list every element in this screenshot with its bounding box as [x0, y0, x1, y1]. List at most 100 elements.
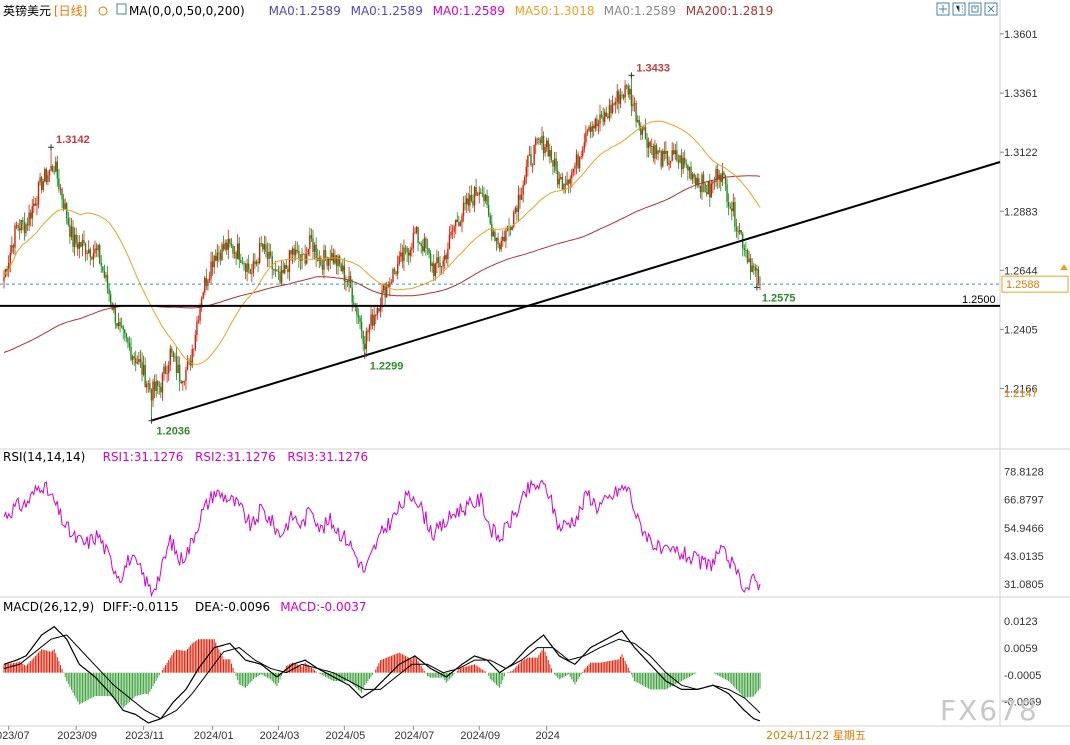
candle-body	[102, 266, 104, 271]
candle-body	[327, 257, 330, 266]
candle-body	[524, 177, 526, 185]
candle-body	[586, 130, 589, 133]
candle-body	[70, 226, 73, 237]
candle-body	[522, 184, 524, 195]
candle-body	[237, 243, 239, 259]
candle-body	[407, 252, 410, 256]
candle-body	[505, 230, 507, 242]
candle-body	[727, 201, 730, 207]
candle-body	[635, 103, 637, 122]
candle-body	[654, 145, 656, 159]
candle-body	[135, 358, 137, 364]
candle-body	[238, 243, 240, 260]
candle-body	[535, 138, 537, 146]
candle-body	[240, 259, 242, 263]
candle-body	[67, 218, 70, 225]
candle-body	[436, 257, 438, 264]
candle-body	[389, 282, 391, 287]
candle-body	[26, 224, 29, 226]
candle-body	[258, 243, 261, 264]
candle-body	[183, 380, 186, 382]
candle-body	[17, 225, 19, 229]
candle-body	[475, 187, 477, 196]
candle-body	[500, 240, 502, 250]
close-icon[interactable]	[984, 2, 998, 16]
candle-body	[709, 181, 711, 198]
candle-body	[729, 206, 731, 209]
candle-body	[745, 249, 747, 251]
ma50-line	[3, 120, 761, 365]
candle-body	[743, 247, 746, 250]
candle-body	[544, 146, 546, 154]
candle-body	[197, 320, 200, 322]
candle-body	[401, 252, 404, 262]
candle-body	[44, 169, 46, 182]
candle-body	[160, 386, 162, 393]
candle-body	[403, 247, 405, 262]
candle-body	[502, 236, 504, 241]
ma-value: MA50:1.3018	[515, 4, 595, 18]
candle-body	[182, 380, 184, 384]
candle-body	[295, 249, 297, 256]
candle-body	[9, 252, 11, 263]
x-tick-label: 2024/05	[325, 730, 365, 742]
candle-body	[549, 150, 551, 157]
candle-body	[655, 145, 658, 155]
candle-body	[207, 280, 209, 286]
candle-body	[139, 359, 142, 362]
zoom-in-icon[interactable]	[936, 2, 950, 16]
candle-body	[641, 129, 644, 135]
candle-body	[213, 255, 215, 268]
candle-body	[329, 257, 331, 261]
candle-body	[414, 232, 416, 234]
candle-body	[302, 253, 305, 255]
candle-body	[491, 223, 493, 237]
indicator-icon[interactable]	[116, 3, 127, 15]
candle-body	[539, 139, 542, 144]
candle-body	[147, 383, 149, 385]
settings-icon[interactable]	[98, 6, 108, 16]
candle-body	[313, 244, 316, 252]
candle-body	[221, 244, 223, 261]
candle-body	[732, 202, 735, 212]
macd-value: MACD:-0.0037	[280, 600, 366, 614]
zoom-out-icon[interactable]	[952, 2, 966, 16]
macd-tick-label: 0.0123	[1004, 616, 1038, 628]
current-price-marker	[1060, 264, 1068, 271]
candle-body	[218, 252, 220, 254]
candle-body	[360, 321, 363, 332]
candle-body	[244, 263, 247, 272]
candle-body	[364, 343, 366, 350]
candle-body	[376, 308, 378, 316]
candle-body	[567, 179, 570, 184]
candle-body	[575, 154, 578, 166]
candle-body	[520, 194, 523, 200]
candle-body	[451, 231, 454, 233]
candle-body	[31, 206, 33, 219]
candle-body	[519, 194, 521, 200]
candle-body	[613, 103, 615, 105]
candle-body	[434, 263, 437, 277]
ma-value: MA0:1.2589	[604, 4, 676, 18]
candle-body	[23, 222, 26, 234]
candle-body	[461, 215, 463, 223]
candle-body	[566, 179, 568, 185]
candle-body	[459, 222, 462, 226]
candle-body	[157, 381, 159, 386]
candle-body	[552, 160, 554, 167]
candle-body	[660, 151, 662, 167]
rsi-line	[3, 479, 761, 598]
candle-body	[677, 160, 680, 163]
candle-body	[356, 305, 358, 316]
candle-body	[274, 269, 277, 271]
extreme-marker	[753, 284, 760, 291]
candle-body	[444, 255, 446, 261]
minimize-icon[interactable]	[968, 2, 982, 16]
candle-body	[276, 269, 278, 272]
rsi-value: RSI1:31.1276	[103, 450, 184, 464]
candle-body	[472, 200, 474, 206]
candle-body	[437, 257, 440, 263]
candle-body	[200, 298, 203, 306]
x-tick-label: 2024/01	[194, 730, 234, 742]
